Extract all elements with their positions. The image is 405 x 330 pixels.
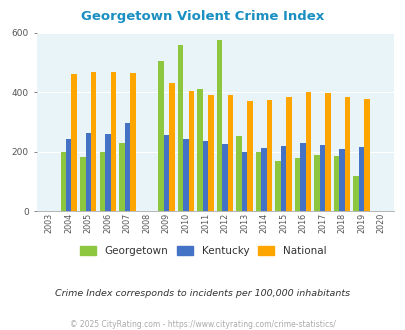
Bar	[241, 152, 247, 211]
Bar	[266, 100, 271, 211]
Bar	[216, 41, 222, 211]
Bar	[247, 101, 252, 211]
Bar	[188, 91, 194, 211]
Bar	[66, 139, 71, 211]
Bar	[85, 133, 91, 211]
Bar	[105, 134, 110, 211]
Bar	[313, 155, 319, 211]
Bar	[305, 92, 311, 211]
Bar	[319, 145, 324, 211]
Text: Georgetown Violent Crime Index: Georgetown Violent Crime Index	[81, 10, 324, 23]
Bar	[260, 148, 266, 211]
Bar	[91, 72, 96, 211]
Bar	[158, 61, 163, 211]
Bar	[183, 139, 188, 211]
Bar	[71, 74, 77, 211]
Bar	[333, 156, 339, 211]
Bar	[324, 93, 330, 211]
Bar	[163, 135, 169, 211]
Bar	[124, 123, 130, 211]
Bar	[280, 147, 286, 211]
Bar	[236, 136, 241, 211]
Bar	[208, 95, 213, 211]
Bar	[177, 45, 183, 211]
Bar	[60, 152, 66, 211]
Bar	[352, 176, 358, 211]
Bar	[363, 99, 369, 211]
Bar	[300, 143, 305, 211]
Legend: Georgetown, Kentucky, National: Georgetown, Kentucky, National	[75, 242, 330, 260]
Bar	[344, 97, 350, 211]
Bar	[227, 95, 232, 211]
Bar	[80, 157, 85, 211]
Bar	[202, 141, 208, 211]
Text: Crime Index corresponds to incidents per 100,000 inhabitants: Crime Index corresponds to incidents per…	[55, 289, 350, 298]
Bar	[130, 73, 135, 211]
Bar	[99, 152, 105, 211]
Bar	[110, 72, 116, 211]
Bar	[286, 97, 291, 211]
Text: © 2025 CityRating.com - https://www.cityrating.com/crime-statistics/: © 2025 CityRating.com - https://www.city…	[70, 320, 335, 329]
Bar	[169, 83, 174, 211]
Bar	[197, 88, 202, 211]
Bar	[358, 147, 363, 211]
Bar	[255, 152, 260, 211]
Bar	[339, 149, 344, 211]
Bar	[222, 145, 227, 211]
Bar	[294, 158, 300, 211]
Bar	[119, 144, 124, 211]
Bar	[275, 161, 280, 211]
